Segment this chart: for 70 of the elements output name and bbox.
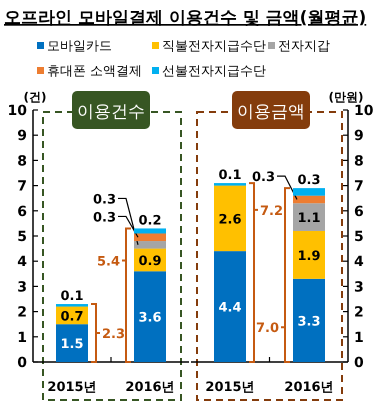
y-tick-label: 10 xyxy=(8,103,28,119)
y2-tick-label: 5 xyxy=(354,229,364,245)
y-tick-label: 6 xyxy=(17,204,27,220)
bar xyxy=(214,186,246,252)
bar xyxy=(134,233,166,242)
data-label: 0.1 xyxy=(60,289,84,304)
bar xyxy=(293,196,325,204)
bar xyxy=(293,230,325,279)
y-tick-label: 4 xyxy=(17,254,28,270)
legend-label: 선불전자지급수단 xyxy=(162,64,266,79)
y2-tick-label: 9 xyxy=(354,128,364,144)
y-tick-label: 8 xyxy=(17,153,27,170)
data-label: 3.3 xyxy=(297,314,321,330)
bar xyxy=(134,241,166,249)
data-label: 0.3 xyxy=(92,192,116,208)
y-tick-label: 2 xyxy=(17,304,27,321)
y2-tick-label: 2 xyxy=(354,304,364,321)
data-label: 1.1 xyxy=(297,211,321,226)
chart-title: 오프라인 모바일결제 이용건수 및 금액(월평균) xyxy=(4,8,366,28)
data-label: 0.9 xyxy=(138,254,162,269)
bar xyxy=(214,251,246,362)
legend-label: 휴대폰 소액결제 xyxy=(47,64,142,79)
y2-tick-label: 0 xyxy=(354,355,364,371)
y2-tick-label: 8 xyxy=(354,153,364,170)
y-tick-label: 3 xyxy=(17,279,27,296)
data-label: 0.3 xyxy=(297,173,321,188)
chart-subtitle: 이용건수 xyxy=(77,102,145,122)
data-label: 0.3 xyxy=(252,170,275,186)
data-label: 0.7 xyxy=(60,309,84,324)
bar xyxy=(134,271,166,362)
x-tick-label: 2016년 xyxy=(125,380,175,395)
y-tick-label: 1 xyxy=(17,330,27,346)
data-label: 0.1 xyxy=(218,168,242,184)
y2-tick-label: 4 xyxy=(354,254,364,270)
y-tick-label: 7 xyxy=(17,178,27,195)
data-label: 1.9 xyxy=(297,248,321,264)
bar xyxy=(56,304,88,307)
y2-axis-title: (만원) xyxy=(328,90,364,104)
bar xyxy=(293,278,325,362)
y2-tick-label: 7 xyxy=(354,178,364,195)
bar xyxy=(134,228,166,234)
y-tick-label: 5 xyxy=(17,229,27,245)
bar xyxy=(293,203,325,231)
total-label: 2.3 xyxy=(102,327,126,342)
y-axis-title: (건) xyxy=(24,90,46,104)
total-label: 5.4 xyxy=(96,254,120,270)
data-label: 4.4 xyxy=(218,300,242,316)
x-tick-label: 2016년 xyxy=(284,380,334,395)
data-label: 0.2 xyxy=(138,213,162,228)
y2-tick-label: 1 xyxy=(354,330,364,346)
y-tick-label: 0 xyxy=(17,355,28,371)
x-tick-label: 2015년 xyxy=(47,380,97,395)
total-label: 7.2 xyxy=(260,204,284,219)
bar xyxy=(56,324,88,362)
total-label: 7.0 xyxy=(256,321,279,336)
chart-title: 이용금액 xyxy=(237,102,305,122)
bar xyxy=(214,183,246,186)
data-label: 0.3 xyxy=(92,210,116,226)
y2-tick-label: 6 xyxy=(354,204,364,220)
data-label: 3.6 xyxy=(138,310,162,326)
y2-tick-label: 10 xyxy=(354,103,374,119)
legend-label: 전자지갑 xyxy=(278,39,330,54)
legend-label: 모바일카드 xyxy=(47,39,112,54)
bar xyxy=(293,188,325,196)
legend-label: 직불전자지급수단 xyxy=(162,39,266,54)
y2-tick-label: 3 xyxy=(354,279,364,296)
y-tick-label: 9 xyxy=(17,128,27,144)
data-label: 1.5 xyxy=(60,337,84,352)
data-label: 2.6 xyxy=(218,212,242,228)
x-tick-label: 2015년 xyxy=(205,380,255,395)
